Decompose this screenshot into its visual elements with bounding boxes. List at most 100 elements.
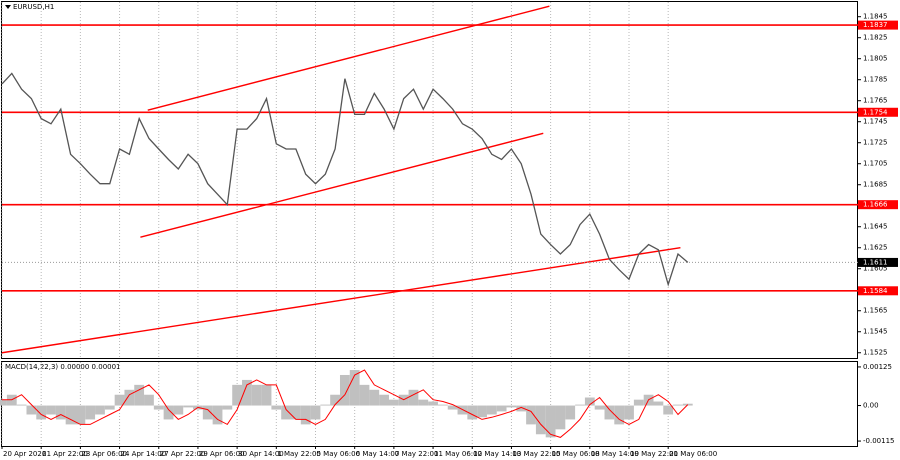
y-tick-label: 1.1525 bbox=[863, 349, 888, 357]
y-tick-label: -0.00115 bbox=[863, 437, 894, 445]
histogram-bar bbox=[183, 405, 194, 408]
histogram-bar bbox=[320, 404, 331, 406]
histogram-bar bbox=[222, 405, 233, 410]
histogram-bar bbox=[173, 405, 184, 415]
macd-title: MACD(14,22,3) 0.00000 0.00001 bbox=[5, 363, 121, 371]
x-tick-label: 6 May 14:00 bbox=[356, 450, 400, 458]
histogram-bar bbox=[379, 394, 389, 406]
y-tick-label: 0.00 bbox=[863, 402, 879, 410]
x-tick-label: 5 May 06:00 bbox=[316, 450, 360, 458]
signal-line bbox=[2, 369, 689, 438]
menu-triangle bbox=[5, 5, 11, 9]
y-tick-label: 1.1805 bbox=[863, 55, 888, 63]
histogram-bar bbox=[418, 399, 429, 406]
level-label: 1.1666 bbox=[863, 201, 888, 209]
histogram-bar bbox=[55, 405, 66, 420]
y-tick-label: 1.1625 bbox=[863, 244, 888, 252]
histogram-bar bbox=[624, 405, 634, 420]
histogram-bar bbox=[614, 405, 625, 425]
histogram-bar bbox=[506, 405, 517, 408]
histogram-bar bbox=[144, 394, 154, 406]
histogram-bar bbox=[242, 379, 252, 406]
y-tick-label: 1.1545 bbox=[863, 328, 888, 336]
x-tick-label: 21 May 06:00 bbox=[669, 450, 717, 458]
histogram-bar bbox=[134, 384, 145, 406]
histogram-bar bbox=[565, 405, 576, 420]
x-tick-label: 19 May 22:00 bbox=[630, 450, 678, 458]
current-price-label: 1.1611 bbox=[863, 258, 888, 266]
y-tick-label: 1.1745 bbox=[863, 118, 888, 126]
y-tick-label: 1.1605 bbox=[863, 265, 888, 273]
histogram-bar bbox=[408, 389, 419, 406]
x-tick-label: 15 May 06:00 bbox=[552, 450, 600, 458]
histogram-bar bbox=[555, 405, 566, 430]
y-tick-label: 1.1685 bbox=[863, 181, 888, 189]
histogram-bar bbox=[232, 384, 243, 406]
y-tick-label: 1.1705 bbox=[863, 160, 888, 168]
histogram-bar bbox=[467, 405, 478, 420]
histogram-bar bbox=[291, 405, 301, 420]
histogram-bar bbox=[75, 405, 86, 425]
histogram-bar bbox=[251, 384, 262, 406]
level-label-box bbox=[858, 107, 898, 117]
chart-title: EURUSD,H1 bbox=[13, 3, 54, 11]
level-label: 1.1584 bbox=[863, 287, 888, 295]
histogram-bar bbox=[477, 405, 487, 418]
price-line bbox=[1, 72, 689, 287]
y-tick-label: 1.1645 bbox=[863, 223, 888, 231]
histogram-bar bbox=[85, 405, 96, 420]
level-label-box bbox=[858, 20, 898, 30]
x-tick-label: 12 May 14:00 bbox=[473, 450, 521, 458]
histogram-bar bbox=[428, 401, 438, 406]
x-tick-label: 30 Apr 14:00 bbox=[238, 450, 284, 458]
histogram-bar bbox=[447, 405, 458, 410]
histogram-bar bbox=[359, 384, 370, 406]
x-tick-label: 23 Apr 06:00 bbox=[81, 450, 127, 458]
trend-line bbox=[140, 132, 544, 238]
histogram-bar bbox=[516, 405, 527, 412]
histogram-bar bbox=[663, 405, 674, 415]
y-tick-label: 1.1785 bbox=[863, 76, 888, 84]
histogram-bar bbox=[526, 405, 536, 425]
histogram-bar bbox=[281, 405, 292, 420]
histogram-bar bbox=[26, 405, 37, 415]
histogram-bar bbox=[95, 405, 105, 415]
level-label-box bbox=[858, 200, 898, 210]
histogram-bar bbox=[349, 370, 360, 406]
level-label: 1.1837 bbox=[863, 21, 888, 29]
x-tick-label: 21 Apr 22:00 bbox=[42, 450, 88, 458]
histogram-bar bbox=[36, 405, 47, 420]
histogram-bar bbox=[535, 405, 546, 435]
histogram-bar bbox=[575, 404, 585, 406]
histogram-bar bbox=[163, 405, 174, 420]
x-tick-label: 24 Apr 14:00 bbox=[121, 450, 167, 458]
y-tick-label: 1.1825 bbox=[863, 34, 888, 42]
histogram-bar bbox=[545, 405, 556, 438]
histogram-bar bbox=[604, 405, 615, 420]
trend-line bbox=[1, 247, 681, 354]
histogram-bar bbox=[212, 405, 223, 425]
x-tick-label: 7 May 22:00 bbox=[395, 450, 439, 458]
histogram-bar bbox=[300, 405, 311, 425]
histogram-bar bbox=[153, 405, 164, 410]
x-tick-label: 13 May 22:00 bbox=[512, 450, 560, 458]
x-tick-label: 29 Apr 06:00 bbox=[199, 450, 245, 458]
x-tick-label: 1 May 22:00 bbox=[277, 450, 321, 458]
histogram-bar bbox=[339, 374, 350, 406]
histogram-bar bbox=[330, 394, 340, 406]
level-label: 1.1754 bbox=[863, 108, 888, 116]
current-price-box bbox=[858, 257, 898, 267]
level-label-box bbox=[858, 286, 898, 296]
histogram-bar bbox=[65, 405, 76, 425]
histogram-bar bbox=[104, 405, 115, 410]
histogram-bar bbox=[271, 405, 282, 410]
x-tick-label: 11 May 06:00 bbox=[434, 450, 482, 458]
histogram-bar bbox=[114, 394, 125, 406]
histogram-bar bbox=[388, 399, 399, 406]
histogram-bar bbox=[633, 399, 644, 406]
x-tick-label: 27 Apr 22:00 bbox=[160, 450, 206, 458]
histogram-bar bbox=[202, 405, 213, 420]
histogram-bar bbox=[124, 389, 135, 406]
